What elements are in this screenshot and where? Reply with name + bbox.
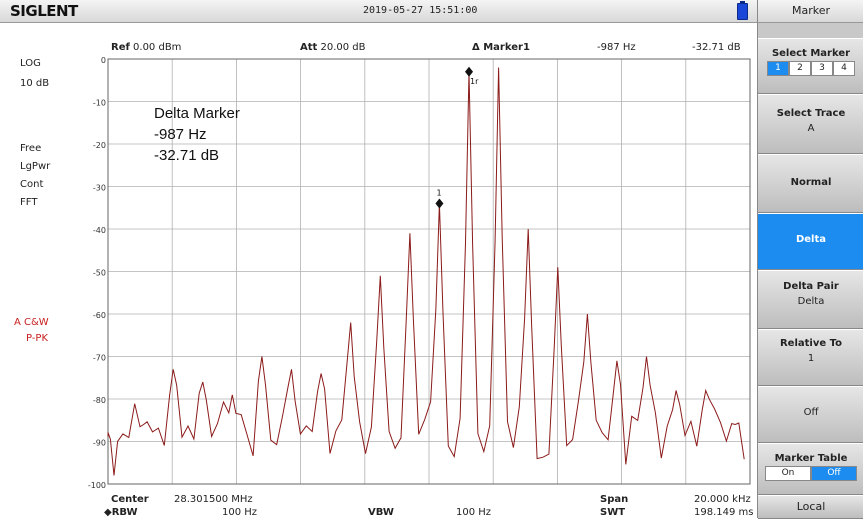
swt-label: SWT	[600, 507, 626, 518]
marker-1-option[interactable]: 1	[767, 61, 789, 76]
trace-detector: P-PK	[26, 333, 49, 344]
y-tick-label: -50	[93, 269, 106, 278]
rbw-value: 100 Hz	[222, 507, 258, 518]
scale-type: LOG	[20, 58, 41, 69]
brand-logo: SIGLENT	[10, 2, 78, 20]
spectrum-display: Ref 0.00 dBm Att 20.00 dB Δ Marker1 -987…	[0, 22, 757, 518]
delta-key[interactable]: Delta	[758, 213, 863, 270]
status-bar: SIGLENT 2019-05-27 15:51:00	[0, 0, 757, 23]
vbw-label: VBW	[368, 507, 394, 518]
y-tick-label: -70	[93, 354, 106, 363]
delta-pair-value: Delta	[797, 296, 825, 307]
delta-pair-label: Delta Pair	[783, 281, 839, 292]
y-tick-label: -20	[93, 141, 106, 150]
att-label: Att	[300, 42, 318, 53]
y-tick-label: -100	[88, 481, 106, 490]
center-label: Center	[111, 494, 149, 505]
marker-2-option[interactable]: 2	[789, 61, 811, 76]
span-label: Span	[600, 494, 629, 505]
delta-marker-readout: Delta Marker -987 Hz -32.71 dB	[154, 103, 240, 166]
left-status-panel: LOG 10 dB Free LgPwr Cont FFT A C&W P-PK	[0, 22, 108, 518]
ref-label: Ref	[111, 42, 130, 53]
datetime: 2019-05-27 15:51:00	[363, 5, 478, 16]
y-tick-label: -80	[93, 396, 106, 405]
marker-off-key[interactable]: Off	[758, 386, 863, 443]
marker-4-option[interactable]: 4	[833, 61, 855, 76]
marker-table-label: Marker Table	[774, 453, 848, 464]
delta-marker-amp: -32.71 dB	[154, 147, 220, 164]
normal-key[interactable]: Normal	[758, 154, 863, 213]
marker-table-off[interactable]: Off	[811, 466, 857, 481]
center-value: 28.301500 MHz	[174, 494, 253, 505]
select-trace-key[interactable]: Select Trace A	[758, 94, 863, 154]
local-key[interactable]: Local	[758, 495, 863, 519]
delta-pair-key[interactable]: Delta Pair Delta	[758, 270, 863, 329]
ref-value: 0.00 dBm	[133, 42, 182, 53]
marker-freq: -987 Hz	[597, 42, 636, 53]
y-tick-label: -60	[93, 311, 106, 320]
analysis-mode: FFT	[20, 197, 38, 208]
marker-table-on[interactable]: On	[765, 466, 811, 481]
sweep-mode: Cont	[20, 179, 44, 190]
swt-value: 198.149 ms	[694, 507, 754, 518]
y-tick-label: -10	[93, 99, 106, 108]
marker-1-label: 1	[436, 189, 441, 198]
select-marker-key[interactable]: Select Marker 1 2 3 4	[758, 38, 863, 94]
marker-number-selector[interactable]: 1 2 3 4	[758, 61, 863, 76]
relative-to-label: Relative To	[779, 338, 842, 349]
delta-marker-title: Delta Marker	[154, 105, 240, 122]
relative-to-value: 1	[807, 353, 815, 364]
relative-to-key[interactable]: Relative To 1	[758, 329, 863, 386]
trigger-mode: Free	[20, 143, 42, 154]
select-marker-label: Select Marker	[771, 48, 851, 59]
delta-marker-freq: -987 Hz	[154, 126, 207, 143]
marker-delta-diamond	[465, 66, 474, 77]
delta-label: Delta	[795, 234, 827, 245]
marker-1r-label: 1r	[470, 77, 479, 86]
marker-title: Δ Marker1	[472, 42, 530, 53]
scale-div: 10 dB	[20, 78, 50, 89]
marker-1-diamond	[435, 198, 444, 209]
y-tick-label: 0	[101, 56, 106, 65]
y-tick-label: -40	[93, 226, 106, 235]
normal-label: Normal	[790, 177, 832, 188]
rbw-label: ◆RBW	[104, 507, 138, 518]
marker-amp: -32.71 dB	[692, 42, 741, 53]
select-trace-value: A	[807, 123, 815, 134]
vbw-value: 100 Hz	[456, 507, 492, 518]
marker-3-option[interactable]: 3	[811, 61, 833, 76]
menu-title: Marker	[758, 0, 863, 23]
marker-table-toggle[interactable]: On Off	[758, 466, 863, 481]
plot-frame	[107, 58, 751, 485]
y-tick-label: -30	[93, 184, 106, 193]
marker-table-key[interactable]: Marker Table On Off	[758, 443, 863, 495]
marker-off-label: Off	[803, 407, 819, 418]
att-value: 20.00 dB	[320, 42, 366, 53]
y-tick-label: -90	[93, 439, 106, 448]
detector: LgPwr	[20, 161, 51, 172]
span-value: 20.000 kHz	[694, 494, 751, 505]
trace-label: A C&W	[14, 317, 49, 328]
spectrum-chart: 0 -10 -20 -30 -40 -50 -60 -70 -80 -90 -100 1 1r	[88, 56, 751, 490]
select-trace-label: Select Trace	[776, 108, 846, 119]
softkey-menu: Marker Select Marker 1 2 3 4 Select Trac…	[757, 0, 863, 519]
battery-icon	[737, 1, 748, 20]
trace-line	[107, 67, 745, 476]
